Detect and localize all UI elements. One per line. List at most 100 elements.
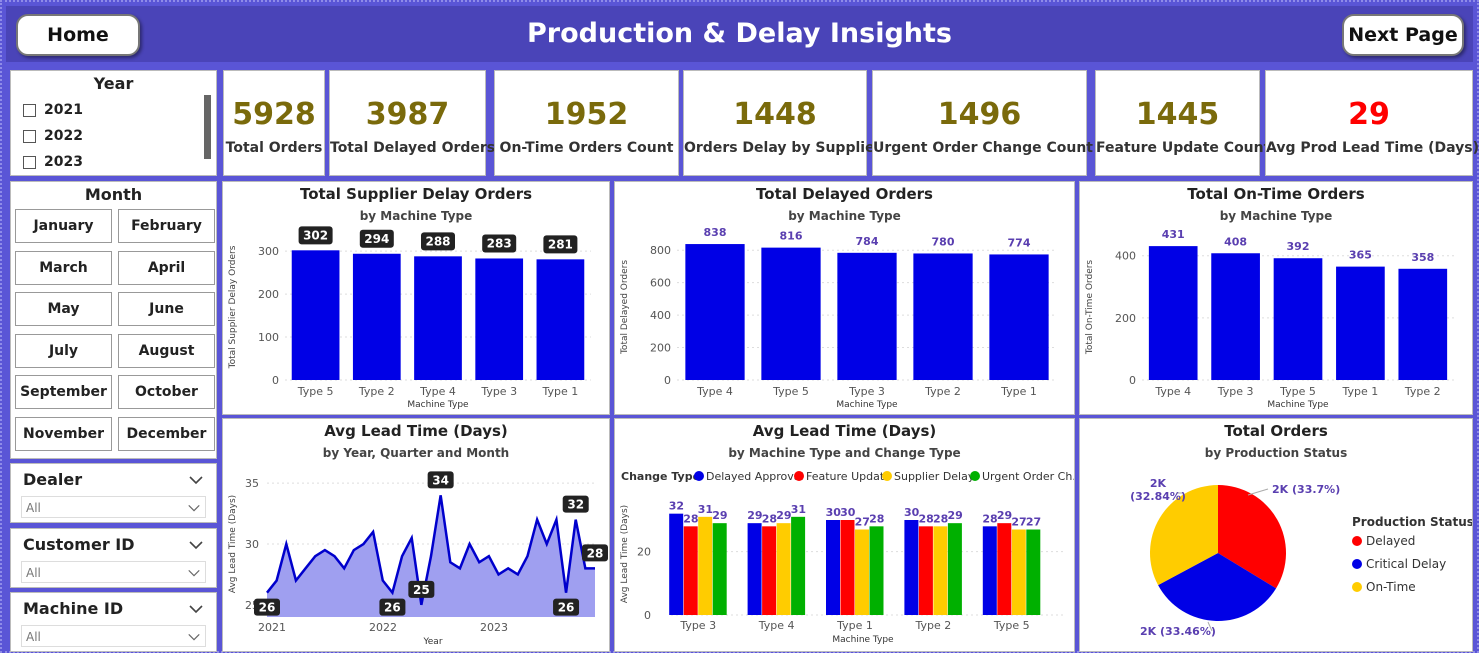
bar[interactable]	[869, 526, 884, 615]
bar[interactable]	[1398, 268, 1448, 380]
bar[interactable]	[1273, 258, 1323, 380]
data-label: 29	[947, 509, 962, 522]
legend-label[interactable]: Urgent Order Ch...	[982, 470, 1074, 483]
series-line[interactable]	[266, 495, 595, 606]
year-option[interactable]: 2021	[11, 97, 216, 123]
bar[interactable]	[989, 254, 1049, 380]
home-button[interactable]: Home	[16, 14, 140, 56]
bar[interactable]	[791, 516, 806, 615]
bar[interactable]	[669, 513, 684, 615]
bar[interactable]	[712, 523, 727, 615]
data-label: 31	[791, 503, 806, 516]
month-button[interactable]: June	[118, 292, 215, 327]
chevron-down-icon[interactable]	[188, 601, 204, 617]
legend-label[interactable]: Delayed	[1366, 534, 1415, 548]
data-label: 30	[904, 506, 920, 519]
data-label-box	[421, 232, 455, 251]
bar[interactable]	[685, 244, 745, 380]
chart-subtitle: by Machine Type and Change Type	[728, 446, 961, 460]
chevron-down-icon[interactable]	[188, 537, 204, 553]
chevron-down-icon[interactable]	[187, 565, 201, 579]
bar[interactable]	[855, 529, 869, 616]
pie-slice[interactable]	[1150, 485, 1218, 586]
chart-title: Total Supplier Delay Orders	[299, 185, 533, 203]
next-page-button[interactable]: Next Page	[1342, 14, 1464, 56]
bar[interactable]	[762, 526, 777, 615]
legend-label[interactable]: On-Time	[1366, 580, 1416, 594]
kpi-value: 1952	[544, 97, 629, 132]
legend-marker[interactable]	[1352, 536, 1362, 546]
bar[interactable]	[840, 520, 855, 615]
bar[interactable]	[997, 523, 1012, 615]
bar[interactable]	[947, 523, 962, 615]
bar[interactable]	[747, 523, 762, 615]
year-scrollbar[interactable]	[204, 95, 211, 159]
bar[interactable]	[291, 250, 340, 380]
month-button[interactable]: April	[118, 250, 215, 285]
bar[interactable]	[1011, 529, 1026, 616]
month-button[interactable]: July	[15, 333, 112, 368]
kpi-card: 29 Avg Prod Lead Time (Days)	[1265, 70, 1479, 176]
checkbox-icon[interactable]	[23, 155, 36, 169]
data-label-box	[379, 598, 406, 616]
legend-label[interactable]: Critical Delay	[1366, 557, 1446, 571]
chevron-down-icon[interactable]	[187, 629, 201, 643]
bar[interactable]	[414, 256, 462, 380]
legend-marker[interactable]	[1352, 559, 1362, 569]
year-option[interactable]: 2023	[11, 149, 216, 175]
bar[interactable]	[918, 526, 933, 615]
month-button[interactable]: December	[118, 417, 215, 451]
month-button[interactable]: January	[15, 209, 112, 243]
bar[interactable]	[1336, 266, 1385, 380]
year-option[interactable]: 2022	[11, 123, 216, 149]
checkbox-icon[interactable]	[23, 103, 36, 117]
bar[interactable]	[1211, 253, 1260, 380]
bar[interactable]	[826, 520, 840, 615]
legend-marker[interactable]	[882, 471, 892, 481]
leader-line	[1207, 621, 1213, 632]
bar[interactable]	[683, 526, 698, 615]
bar[interactable]	[761, 247, 821, 380]
kpi-value: 1448	[733, 97, 817, 132]
bar[interactable]	[352, 253, 401, 380]
bar[interactable]	[904, 520, 919, 615]
data-label: 29	[997, 509, 1012, 522]
legend-label[interactable]: Delayed Approval	[706, 470, 804, 483]
month-button[interactable]: May	[15, 292, 112, 327]
pie-slice[interactable]	[1158, 553, 1277, 621]
legend-label[interactable]: Supplier Delay	[894, 470, 975, 483]
dropdown-select[interactable]: All	[21, 561, 206, 583]
month-button[interactable]: March	[15, 250, 112, 285]
legend-label[interactable]: Feature Update	[806, 470, 891, 483]
bar[interactable]	[933, 526, 948, 615]
x-tick-label: 2022	[369, 621, 397, 634]
bar[interactable]	[837, 252, 897, 380]
dropdown-select[interactable]: All	[21, 496, 206, 518]
bar[interactable]	[913, 253, 973, 380]
bar[interactable]	[698, 516, 713, 615]
month-button[interactable]: October	[118, 375, 215, 410]
legend-marker[interactable]	[794, 471, 804, 481]
bar[interactable]	[475, 258, 524, 380]
pie-slice[interactable]	[1218, 485, 1286, 589]
y-axis-label: Total Delayed Orders	[620, 260, 630, 355]
data-label: 780	[932, 235, 955, 248]
month-button[interactable]: August	[118, 333, 215, 368]
month-button[interactable]: September	[15, 375, 112, 410]
legend-marker[interactable]	[1352, 582, 1362, 592]
month-button[interactable]: November	[15, 417, 112, 451]
checkbox-icon[interactable]	[23, 129, 36, 143]
kpi-card: 1448 Orders Delay by Supplier	[683, 70, 881, 176]
bar[interactable]	[776, 523, 791, 615]
bar[interactable]	[536, 259, 585, 380]
month-button[interactable]: February	[118, 209, 215, 243]
bar[interactable]	[1148, 246, 1198, 380]
chevron-down-icon[interactable]	[188, 472, 204, 488]
delayed-orders-svg: Total Delayed Orders 0 200 400 600 800 Type 4 8…	[620, 226, 1057, 410]
dropdown-select[interactable]: All	[21, 625, 206, 647]
legend-marker[interactable]	[694, 471, 704, 481]
bar[interactable]	[1026, 529, 1041, 616]
legend-marker[interactable]	[970, 471, 980, 481]
bar[interactable]	[982, 526, 997, 615]
chevron-down-icon[interactable]	[187, 500, 201, 514]
